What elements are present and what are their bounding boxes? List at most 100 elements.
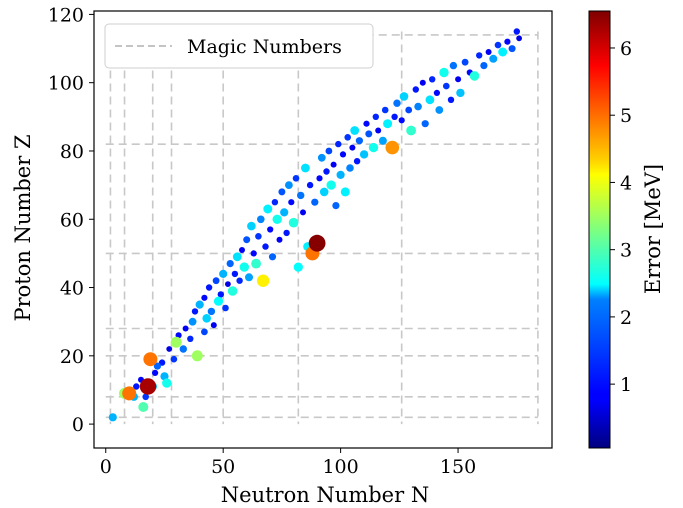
y-tick-label: 80 xyxy=(60,141,84,163)
x-axis-ticks: 0 50 100 150 xyxy=(100,448,476,478)
data-point xyxy=(439,67,449,78)
data-point xyxy=(247,221,256,231)
data-point xyxy=(399,92,409,101)
data-point xyxy=(239,262,249,272)
x-tick-label: 150 xyxy=(440,456,476,478)
data-point xyxy=(288,217,299,228)
data-point xyxy=(191,350,203,362)
data-point xyxy=(443,82,450,90)
data-point xyxy=(278,188,286,196)
data-point xyxy=(429,76,436,83)
data-point xyxy=(268,253,277,261)
data-point xyxy=(317,153,326,162)
colorbar-tick-label: 1 xyxy=(620,374,632,396)
data-point xyxy=(449,61,458,70)
data-point xyxy=(516,35,522,42)
data-point xyxy=(476,52,483,59)
data-point xyxy=(406,125,416,136)
y-tick-label: 100 xyxy=(48,73,84,95)
data-point xyxy=(355,137,363,145)
data-point xyxy=(232,252,242,262)
colorbar-tick-label: 2 xyxy=(620,307,632,329)
data-point xyxy=(143,352,158,367)
data-point xyxy=(283,229,290,237)
data-point xyxy=(239,247,245,253)
data-point xyxy=(363,120,370,127)
colorbar-tick-label: 5 xyxy=(620,105,632,127)
data-point xyxy=(297,191,305,200)
data-point xyxy=(170,355,178,363)
data-point xyxy=(139,378,157,395)
colorbar-ticks: 1 2 3 4 5 6 xyxy=(610,38,632,396)
data-point xyxy=(231,270,239,278)
data-point xyxy=(292,175,300,182)
data-point xyxy=(293,262,303,272)
colorbar-gradient xyxy=(588,10,611,449)
data-point xyxy=(513,28,520,35)
data-point xyxy=(455,76,462,83)
data-point xyxy=(485,49,492,55)
data-point xyxy=(447,96,455,104)
data-point xyxy=(508,45,516,53)
data-point xyxy=(391,113,398,121)
x-tick-label: 50 xyxy=(211,456,235,478)
data-point xyxy=(412,86,419,93)
data-point xyxy=(245,273,253,282)
data-point xyxy=(414,102,422,111)
data-point xyxy=(133,383,140,390)
data-point xyxy=(335,140,342,148)
y-axis-ticks: 0 20 40 60 80 100 120 xyxy=(48,4,94,436)
data-point xyxy=(108,413,117,422)
data-point xyxy=(433,89,440,96)
data-point xyxy=(300,209,306,216)
data-point xyxy=(210,322,217,329)
data-point xyxy=(498,47,508,57)
data-point xyxy=(378,136,387,145)
data-point xyxy=(316,175,323,182)
data-point xyxy=(276,236,283,243)
data-point xyxy=(350,126,360,135)
data-point xyxy=(207,307,216,316)
data-point xyxy=(205,284,213,291)
data-point xyxy=(368,142,379,153)
magic-number-lines xyxy=(105,31,539,425)
data-point xyxy=(375,127,382,134)
data-point xyxy=(195,300,204,309)
data-point xyxy=(271,199,279,206)
data-point xyxy=(213,296,224,306)
data-point xyxy=(346,164,354,172)
data-point xyxy=(421,120,429,128)
colorbar-label: Error [MeV] xyxy=(641,164,665,294)
data-point xyxy=(243,236,251,244)
x-tick-label: 0 xyxy=(100,456,112,478)
data-point xyxy=(256,274,270,287)
data-point xyxy=(480,62,488,70)
data-point xyxy=(344,134,352,141)
data-point xyxy=(263,204,273,214)
data-point xyxy=(393,99,401,107)
data-point xyxy=(385,140,400,155)
colorbar-tick-label: 4 xyxy=(620,172,632,194)
data-point xyxy=(138,402,149,412)
data-point xyxy=(187,335,194,342)
data-point xyxy=(191,308,199,315)
data-point xyxy=(158,359,166,366)
data-point xyxy=(456,88,465,98)
data-point xyxy=(461,58,469,66)
y-tick-label: 60 xyxy=(60,209,84,231)
data-point xyxy=(255,233,262,240)
data-points xyxy=(108,28,522,422)
data-point xyxy=(272,214,282,224)
data-point xyxy=(325,147,333,155)
data-point xyxy=(262,243,269,250)
data-point xyxy=(319,187,329,197)
data-point xyxy=(166,346,173,352)
data-point xyxy=(202,314,211,323)
data-point xyxy=(219,269,228,278)
data-point xyxy=(494,41,502,49)
data-point xyxy=(236,277,243,284)
data-point xyxy=(170,336,182,348)
x-axis-label: Neutron Number N xyxy=(221,483,429,507)
data-point xyxy=(301,163,310,173)
data-point xyxy=(217,291,224,298)
